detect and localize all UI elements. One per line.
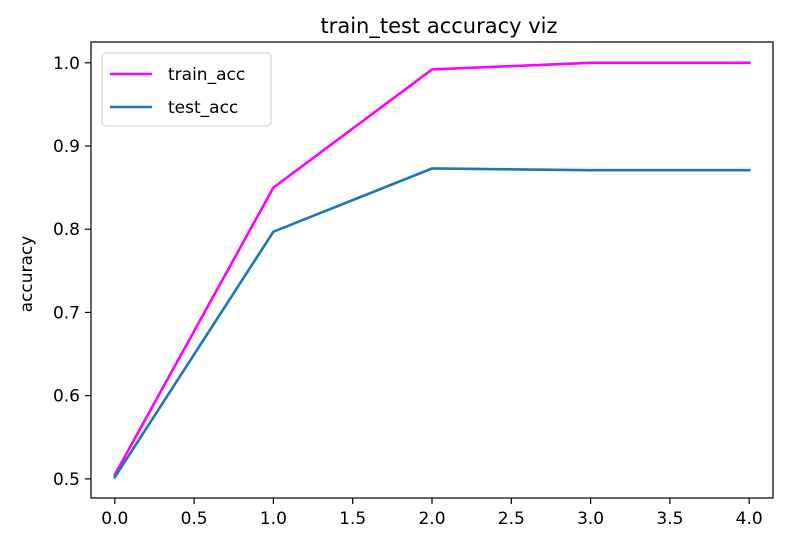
y-tick-label: 0.7 (53, 303, 80, 323)
y-tick-label: 0.8 (53, 220, 80, 240)
y-tick-label: 0.9 (53, 137, 80, 157)
y-tick-label: 0.5 (53, 470, 80, 490)
x-tick-label: 1.5 (339, 509, 366, 529)
legend-label: train_acc (168, 65, 245, 85)
y-axis-label: accuracy (17, 236, 37, 313)
x-tick-label: 0.5 (181, 509, 208, 529)
y-tick-label: 0.6 (53, 387, 80, 407)
x-tick-label: 1.0 (260, 509, 287, 529)
x-tick-label: 4.0 (736, 509, 763, 529)
x-tick-label: 2.5 (498, 509, 525, 529)
x-tick-label: 0.0 (101, 509, 128, 529)
y-tick-label: 1.0 (53, 54, 80, 74)
x-tick-label: 3.0 (577, 509, 604, 529)
x-tick-label: 2.0 (418, 509, 445, 529)
series-line-0 (113, 61, 751, 477)
x-tick-label: 3.5 (656, 509, 683, 529)
series-layer (112, 61, 751, 479)
legend-label: test_acc (168, 98, 238, 118)
y-axis: 0.5 0.6 0.7 0.8 0.9 1.0 (53, 54, 91, 490)
x-axis: 0.0 0.5 1.0 1.5 2.0 2.5 3.0 3.5 4.0 (101, 498, 763, 529)
legend: train_acc test_acc (101, 52, 272, 127)
series-line-1 (112, 167, 751, 479)
chart-title: train_test accuracy viz (320, 14, 557, 39)
